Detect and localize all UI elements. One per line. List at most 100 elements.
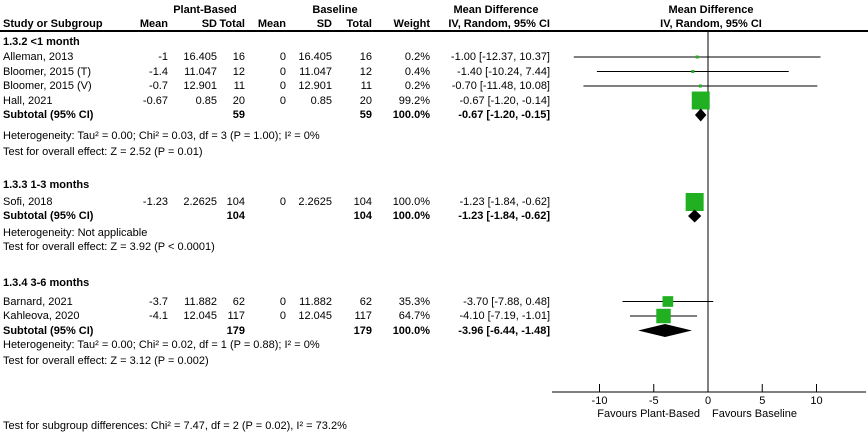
study-ci-text: -4.10 [-7.19, -1.01]: [459, 310, 551, 322]
study-total-plant: 62: [232, 295, 245, 308]
study-weight: 0.4%: [404, 65, 430, 78]
study-ci-text: -1.00 [-12.37, 10.37]: [450, 51, 550, 63]
sd2-col-header: SD: [316, 18, 332, 30]
study-total-plant: 12: [232, 65, 245, 78]
study-sd-baseline: 16.405: [298, 51, 332, 63]
weight-col-header: Weight: [393, 18, 430, 30]
subtotal-total-plant: 59: [232, 109, 245, 121]
study-mean-plant: -3.7: [149, 295, 168, 308]
subtotal-total-baseline: 179: [353, 324, 372, 337]
study-mean-baseline: 0: [279, 196, 286, 208]
study-sd-plant: 2.2625: [183, 196, 217, 208]
study-name: Hall, 2021: [3, 94, 53, 107]
subgroup-label: 1.3.3 1-3 months: [3, 179, 90, 191]
study-name: Sofi, 2018: [3, 196, 53, 208]
group2-header: Baseline: [312, 4, 358, 16]
study-ci-text: -0.67 [-1.20, -0.14]: [459, 94, 551, 107]
study-mean-plant: -1: [158, 51, 168, 63]
study-name: Kahleova, 2020: [3, 310, 80, 322]
effect-square: [695, 55, 699, 59]
study-weight: 35.3%: [398, 295, 430, 308]
subtotal-total-plant: 179: [226, 324, 245, 337]
subtotal-total-plant: 104: [226, 210, 245, 222]
study-total-baseline: 104: [353, 196, 372, 208]
subtotal-ci-text: -1.23 [-1.84, -0.62]: [458, 210, 550, 222]
study-col-header: Study or Subgroup: [3, 18, 103, 30]
effect-square: [656, 308, 671, 324]
method-header-text: IV, Random, 95% CI: [448, 18, 550, 30]
study-ci-text: -3.70 [-7.88, 0.48]: [463, 295, 550, 308]
study-mean-baseline: 0: [279, 51, 286, 63]
overall-effect-note: Test for overall effect: Z = 3.12 (P = 0…: [3, 355, 209, 367]
study-total-plant: 16: [232, 51, 245, 63]
study-total-plant: 117: [227, 310, 245, 322]
study-total-baseline: 12: [359, 65, 372, 78]
study-mean-baseline: 0: [279, 65, 286, 78]
header-divider: [0, 30, 868, 32]
group1-header: Plant-Based: [173, 4, 237, 16]
study-sd-plant: 11.882: [184, 295, 217, 308]
study-sd-plant: 12.901: [183, 80, 217, 92]
study-total-baseline: 117: [354, 310, 372, 322]
study-sd-baseline: 12.045: [298, 310, 332, 322]
study-sd-baseline: 2.2625: [298, 196, 332, 208]
study-sd-plant: 16.405: [183, 51, 217, 63]
study-sd-baseline: 11.882: [299, 295, 332, 308]
study-mean-baseline: 0: [279, 310, 286, 322]
study-total-baseline: 20: [359, 94, 372, 107]
subgroup-label: 1.3.2 <1 month: [3, 36, 80, 48]
study-ci-text: -0.70 [-11.48, 10.08]: [451, 80, 550, 92]
study-mean-baseline: 0: [279, 80, 286, 92]
study-weight: 99.2%: [398, 94, 430, 107]
total1-col-header: Total: [219, 18, 245, 30]
study-name: Alleman, 2013: [3, 51, 74, 63]
method-header-plot: IV, Random, 95% CI: [660, 18, 762, 30]
study-ci-text: -1.23 [-1.84, -0.62]: [459, 196, 551, 208]
subtotal-ci-text: -3.96 [-6.44, -1.48]: [458, 324, 550, 337]
subtotal-diamond: [638, 324, 692, 337]
sd1-col-header: SD: [201, 18, 217, 30]
axis-tick-label: -10: [591, 395, 608, 407]
study-total-baseline: 11: [360, 80, 372, 92]
favours-left-label: Favours Plant-Based: [597, 408, 700, 420]
study-total-plant: 11: [233, 80, 245, 92]
favours-right-label: Favours Baseline: [712, 408, 797, 420]
study-sd-baseline: 12.901: [298, 80, 332, 92]
subtotal-diamond: [694, 108, 707, 122]
study-name: Barnard, 2021: [3, 295, 73, 308]
study-weight: 64.7%: [398, 310, 430, 322]
axis-tick-label: -5: [648, 395, 659, 407]
subtotal-weight: 100.0%: [392, 109, 430, 121]
study-total-baseline: 16: [359, 51, 372, 63]
axis-tick-label: 5: [759, 395, 766, 407]
study-mean-plant: -1.23: [142, 196, 168, 208]
study-mean-plant: -0.7: [149, 80, 168, 92]
study-total-plant: 104: [226, 196, 245, 208]
study-mean-plant: -1.4: [149, 65, 168, 78]
effect-square: [662, 296, 674, 307]
study-sd-plant: 0.85: [195, 94, 217, 107]
study-total-baseline: 62: [359, 295, 372, 308]
study-mean-plant: -0.67: [142, 94, 168, 107]
study-mean-plant: -4.1: [149, 310, 168, 322]
study-name: Bloomer, 2015 (V): [3, 80, 92, 92]
effect-header-text: Mean Difference: [453, 4, 539, 16]
subtotal-ci-text: -0.67 [-1.20, -0.15]: [458, 109, 550, 121]
subtotal-total-baseline: 59: [359, 109, 372, 121]
study-sd-baseline: 0.85: [310, 94, 332, 107]
mean1-col-header: Mean: [139, 18, 168, 30]
total2-col-header: Total: [346, 18, 372, 30]
subtotal-total-baseline: 104: [353, 210, 372, 222]
study-sd-plant: 11.047: [184, 65, 217, 78]
mean2-col-header: Mean: [257, 18, 286, 30]
overall-effect-note: Test for overall effect: Z = 3.92 (P < 0…: [3, 241, 215, 253]
subgroup-difference-note: Test for subgroup differences: Chi² = 7.…: [3, 420, 347, 432]
study-sd-baseline: 11.047: [299, 65, 332, 78]
axis-tick-label: 0: [704, 395, 712, 407]
effect-square: [698, 84, 702, 88]
study-sd-plant: 12.045: [183, 310, 217, 322]
study-weight: 100.0%: [392, 196, 430, 208]
subtotal-weight: 100.0%: [392, 324, 430, 337]
